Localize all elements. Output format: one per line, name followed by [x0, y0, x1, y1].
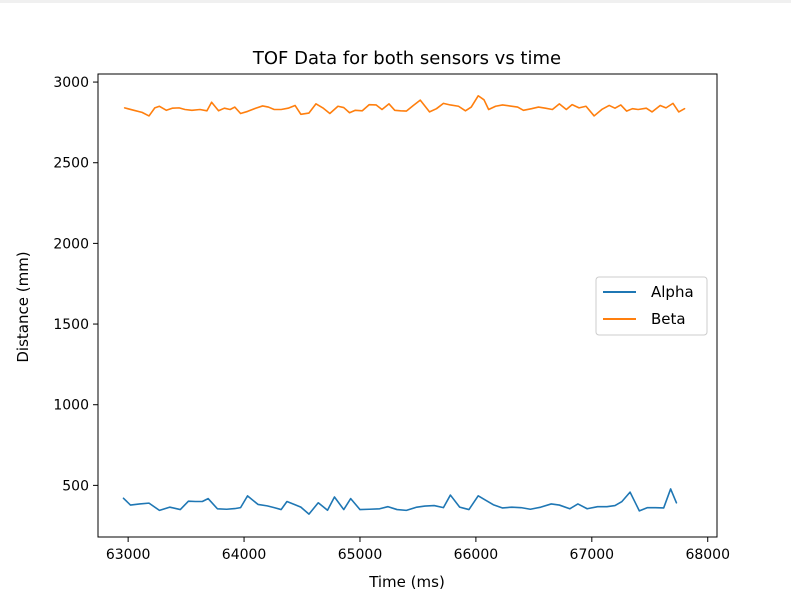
- x-tick-label: 63000: [106, 547, 151, 563]
- series-line-beta: [123, 94, 686, 117]
- y-axis-label: Distance (mm): [14, 251, 32, 362]
- x-tick-label: 65000: [338, 547, 383, 563]
- x-tick-label: 66000: [454, 547, 499, 563]
- legend-label-alpha: Alpha: [651, 283, 694, 301]
- y-tick-label: 2000: [53, 236, 89, 252]
- series-group: [122, 94, 686, 515]
- legend: Alpha Beta: [595, 276, 708, 336]
- y-tick-label: 1500: [53, 317, 89, 333]
- x-tick-label: 64000: [222, 547, 267, 563]
- x-tick-label: 67000: [570, 547, 615, 563]
- x-tick-label: 68000: [685, 547, 730, 563]
- x-axis-label: Time (ms): [368, 573, 445, 591]
- plot-frame: [97, 73, 718, 538]
- chart-title: TOF Data for both sensors vs time: [252, 48, 561, 69]
- y-tick-label: 2500: [53, 156, 89, 172]
- legend-label-beta: Beta: [651, 310, 686, 328]
- window-top-strip: [0, 0, 791, 3]
- y-tick-label: 1000: [53, 398, 89, 414]
- plot-area: 63000 64000 65000 66000 67000 68000 500 1000 150…: [53, 73, 730, 563]
- y-tick-label: 3000: [53, 75, 89, 91]
- y-tick-label: 500: [62, 478, 89, 494]
- series-line-alpha: [122, 488, 678, 515]
